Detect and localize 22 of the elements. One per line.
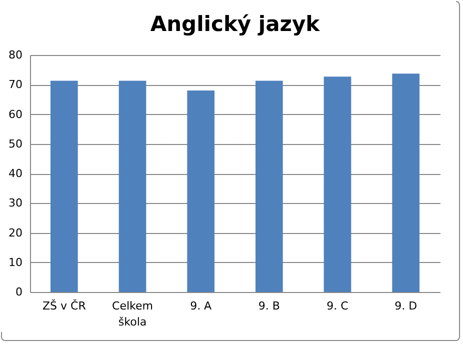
x-tick-label: Celkem škola: [112, 300, 153, 328]
y-tick-label: 10: [8, 256, 22, 269]
x-tick-label: 9. A: [190, 300, 212, 312]
y-tick-label: 70: [8, 78, 22, 92]
bar: [324, 76, 352, 292]
y-tick-label: 50: [8, 137, 22, 150]
x-tick-label: ZŠ v ČR: [42, 298, 86, 312]
bar: [50, 80, 78, 292]
x-tick-label: 9. C: [326, 300, 349, 312]
x-tick-label: 9. D: [394, 300, 418, 312]
bar: [187, 90, 214, 292]
y-tick-label: 0: [16, 286, 22, 298]
y-tick-label: 60: [8, 108, 22, 121]
x-tick-label: 9. B: [258, 300, 280, 312]
bar: [256, 80, 283, 292]
y-tick-label: 40: [8, 167, 22, 180]
bar: [392, 74, 420, 292]
y-tick-label: 30: [8, 196, 22, 210]
bar: [118, 80, 146, 292]
chart-title: Anglický jazyk: [150, 12, 321, 36]
y-tick-label: 20: [8, 226, 22, 240]
y-tick-label: 80: [8, 48, 22, 62]
